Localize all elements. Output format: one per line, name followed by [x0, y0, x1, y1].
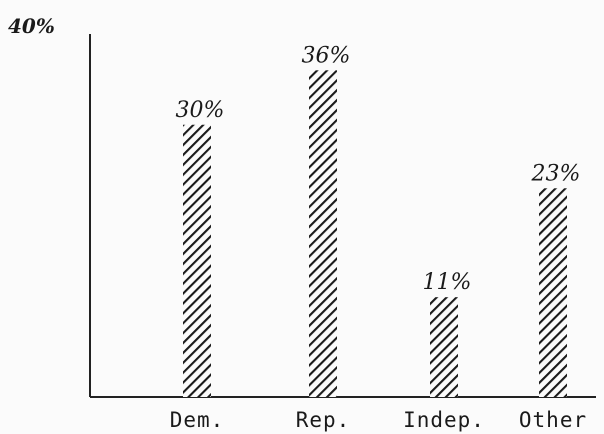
bar-indep [430, 297, 458, 397]
x-labels-group: Dem. Rep. Indep. Other [170, 408, 587, 432]
data-labels-group: 30% 36% 11% 23% [176, 43, 581, 295]
x-label-indep: Indep. [403, 408, 485, 432]
y-tick-label-max: 40% [8, 14, 55, 38]
x-label-dem: Dem. [170, 408, 225, 432]
data-label-other: 23% [531, 161, 581, 186]
bar-rep [309, 70, 337, 398]
x-label-rep: Rep. [296, 408, 351, 432]
bar-dem [183, 124, 211, 397]
data-label-indep: 11% [423, 270, 472, 295]
data-label-dem: 30% [176, 98, 225, 123]
bars-group [183, 70, 567, 398]
bar-other [539, 188, 567, 397]
x-label-other: Other [519, 408, 587, 432]
data-label-rep: 36% [302, 43, 351, 68]
